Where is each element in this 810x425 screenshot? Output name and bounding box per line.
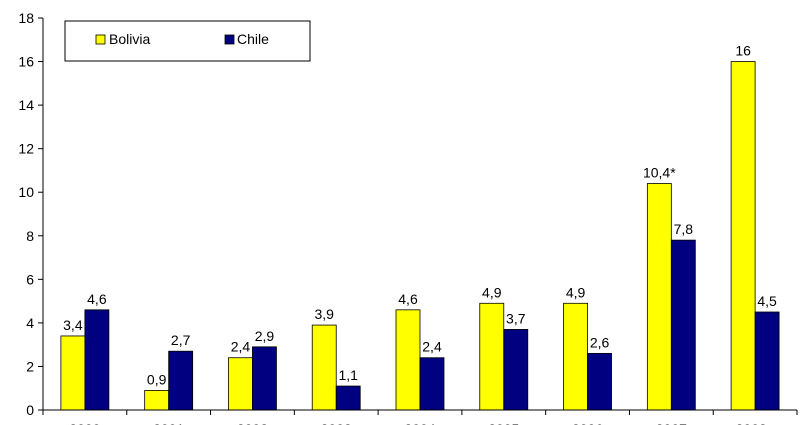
bar-chile (252, 346, 277, 411)
x-axis-ticks: 2000 2001 2002 2003 2004 2005 2006 2007 2008p (42, 410, 798, 425)
bar-bolivia (311, 324, 337, 411)
bar-chile (335, 385, 361, 411)
bar-chile (754, 311, 780, 411)
y-tick-label: 4 (26, 315, 34, 331)
data-label-chile: 7,8 (674, 221, 694, 237)
bar-chile (168, 350, 194, 411)
y-tick-label: 2 (26, 358, 34, 374)
data-label-chile: 2,4 (422, 339, 442, 355)
data-label-bolivia: 4,6 (398, 291, 418, 307)
bar-chile (419, 357, 445, 411)
data-label-chile: 1,1 (338, 367, 358, 383)
y-tick-label: 12 (18, 141, 34, 157)
data-label-chile: 3,7 (506, 310, 526, 326)
y-tick-label: 16 (18, 54, 34, 70)
x-tick-label: 2002 (237, 421, 268, 425)
data-label-chile: 2,7 (171, 332, 191, 348)
x-tick-label: 2001 (153, 421, 184, 425)
data-label-bolivia: 3,4 (63, 317, 83, 333)
bar-chile (587, 352, 612, 411)
x-tick-label: 2004 (404, 421, 435, 425)
y-tick-label: 14 (18, 97, 34, 113)
bar-chile (84, 309, 110, 411)
x-tick-label: 2003 (321, 421, 352, 425)
data-labels-group: 3,4 0,9 2,4 3,9 4,6 4,9 4,9 10,4* 16 4,6 2,7 2,9 1,1… (63, 43, 777, 388)
y-tick-label: 10 (18, 184, 34, 200)
bar-bolivia (228, 357, 253, 411)
data-label-bolivia: 0,9 (147, 371, 167, 387)
bar-bolivia (730, 61, 756, 411)
bar-bolivia (479, 302, 505, 411)
bar-bolivia (563, 302, 588, 411)
data-label-bolivia: 10,4* (643, 165, 676, 181)
data-label-bolivia: 2,4 (231, 339, 251, 355)
legend-label-bolivia: Bolivia (109, 31, 150, 47)
y-axis-ticks: 0 2 4 6 8 10 12 14 16 18 (18, 10, 43, 418)
y-tick-label: 0 (26, 402, 34, 418)
data-label-chile: 4,5 (757, 293, 777, 309)
legend-swatch-bolivia (95, 34, 106, 45)
bar-bolivia (395, 309, 421, 411)
legend-box (64, 20, 311, 62)
bar-chile (670, 239, 696, 411)
y-tick-label: 6 (26, 271, 34, 287)
x-tick-label: 2005 (488, 421, 519, 425)
bar-bolivia (60, 335, 86, 411)
legend-swatch-chile (224, 34, 235, 45)
x-tick-label: 2006 (572, 421, 603, 425)
bars-group (60, 61, 780, 411)
data-label-bolivia: 4,9 (566, 284, 586, 300)
data-label-bolivia: 3,9 (314, 306, 334, 322)
bar-bolivia (144, 389, 170, 411)
bar-chile (503, 329, 529, 411)
x-tick-label: 2000 (69, 421, 100, 425)
x-tick-label: 2008p (736, 421, 775, 425)
y-tick-label: 8 (26, 228, 34, 244)
legend-label-chile: Chile (237, 31, 269, 47)
data-label-chile: 4,6 (87, 291, 107, 307)
data-label-bolivia: 16 (735, 43, 751, 59)
y-tick-label: 18 (18, 10, 34, 26)
data-label-chile: 2,6 (590, 334, 610, 350)
data-label-bolivia: 4,9 (482, 284, 502, 300)
data-label-chile: 2,9 (255, 328, 275, 344)
legend: Bolivia Chile (64, 20, 311, 62)
x-tick-label: 2007 (656, 421, 687, 425)
bar-bolivia (646, 183, 672, 411)
